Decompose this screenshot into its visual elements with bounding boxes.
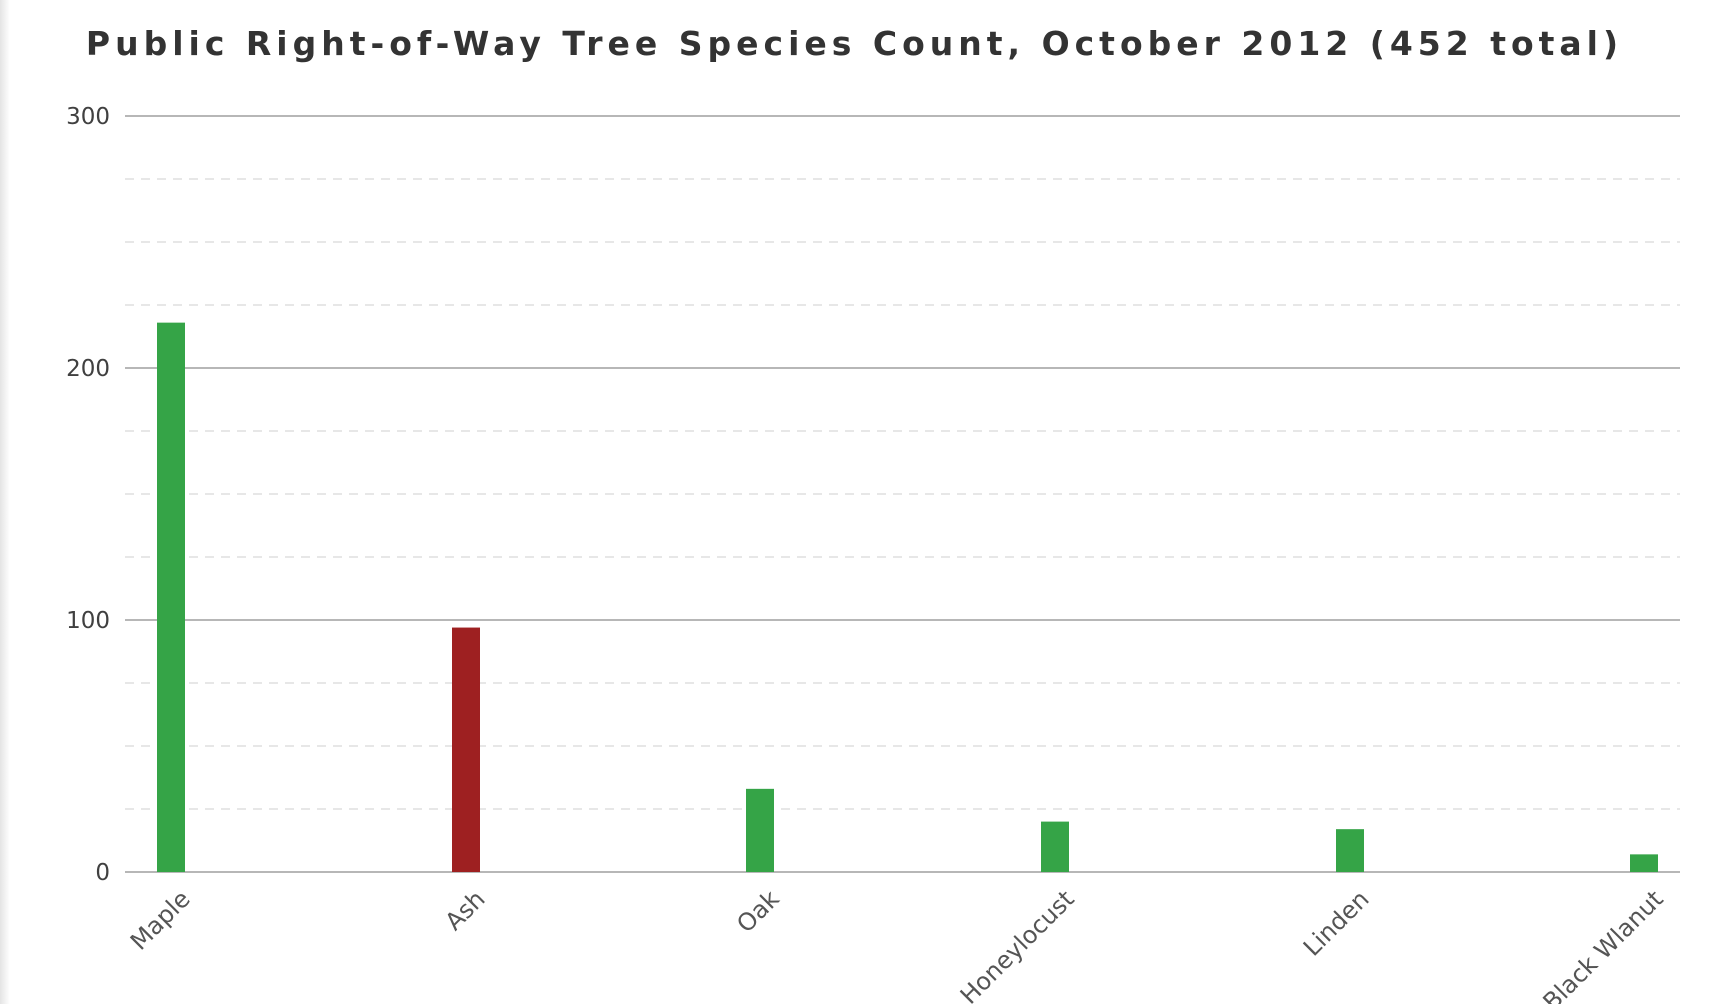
x-axis-category-labels: Maple Ash Oak Honeylocust Linden Black Wlanut	[125, 885, 1669, 1004]
bar-linden	[1336, 829, 1364, 872]
bars	[157, 322, 1658, 872]
bar-honeylocust	[1041, 821, 1069, 872]
x-category-label: Maple	[125, 885, 196, 956]
chart-title: Public Right-of-Way Tree Species Count, …	[85, 24, 1624, 63]
left-edge-shade	[0, 0, 10, 1004]
y-axis-tick-labels: 0 100 200 300	[66, 104, 110, 886]
bar-black-wlanut	[1630, 854, 1658, 872]
bar-oak	[746, 788, 774, 872]
x-category-label: Ash	[440, 885, 491, 936]
x-category-label: Oak	[731, 885, 784, 938]
bar-maple	[157, 322, 185, 872]
y-tick-label: 100	[66, 608, 110, 634]
bar-ash	[452, 627, 480, 872]
y-tick-label: 0	[95, 860, 110, 886]
grid-lines	[125, 115, 1680, 873]
x-category-label: Black Wlanut	[1538, 885, 1669, 1004]
y-tick-label: 300	[66, 104, 110, 130]
x-category-label: Linden	[1298, 885, 1375, 962]
x-category-label: Honeylocust	[955, 885, 1080, 1004]
y-tick-label: 200	[66, 356, 110, 382]
